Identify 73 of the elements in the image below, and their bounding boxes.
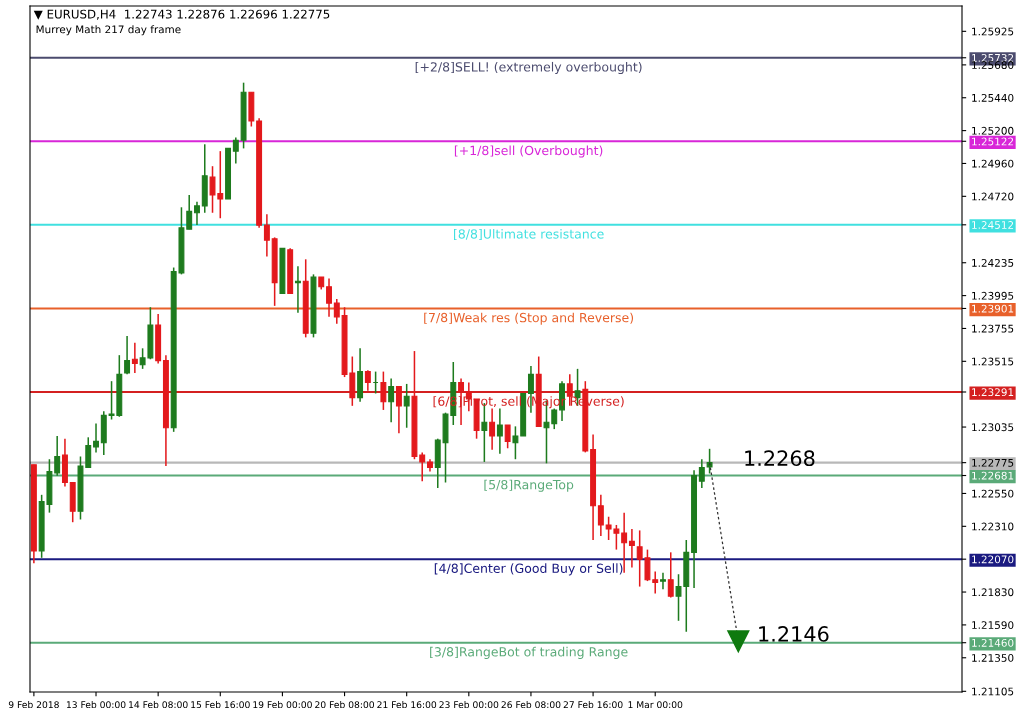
ref-line-label: [+2/8]SELL! (extremely overbought) — [415, 61, 642, 75]
y-tick-label: 1.22310 — [972, 522, 1014, 531]
candlestick — [131, 342, 138, 374]
candlestick — [597, 494, 604, 537]
x-tick-label: 13 Feb 00:00 — [66, 701, 126, 709]
y-tick-label: 1.24960 — [972, 159, 1014, 168]
y-tick-label: 1.25732 — [972, 53, 1014, 62]
y-tick-label: 1.25925 — [972, 27, 1014, 36]
y-tick-label: 1.21460 — [972, 638, 1014, 647]
y-tick-label: 1.25122 — [972, 137, 1014, 146]
candlestick — [403, 383, 410, 429]
chart-title: ▼ EURUSD,H4 1.22743 1.22876 1.22696 1.22775 — [33, 9, 330, 20]
y-tick-label: 1.24235 — [972, 258, 1014, 267]
x-tick-label: 9 Feb 2018 — [8, 701, 59, 709]
y-tick-label: 1.23755 — [972, 324, 1014, 333]
y-tick-label: 1.22775 — [972, 458, 1014, 467]
ref-line-label: [8/8]Ultimate resistance — [454, 228, 604, 241]
candlestick — [628, 528, 635, 569]
y-tick-label: 1.25680 — [972, 61, 1014, 69]
ref-line-label: [4/8]Center (Good Buy or Sell) — [434, 563, 623, 576]
annotation: 1.2268 — [745, 450, 815, 467]
candlestick — [93, 422, 99, 454]
candlestick — [294, 265, 301, 314]
y-tick-label: 1.25200 — [972, 126, 1014, 135]
candlestick — [388, 377, 395, 424]
y-tick-label: 1.23995 — [972, 291, 1014, 300]
candlestick — [706, 448, 713, 475]
y-tick-label: 1.24512 — [972, 221, 1014, 229]
y-tick-label: 1.25440 — [972, 93, 1014, 102]
y-tick-label: 1.21590 — [972, 621, 1014, 630]
candlestick — [660, 572, 666, 591]
candlestick — [380, 370, 387, 411]
candlestick — [667, 551, 674, 599]
candlestick — [698, 458, 705, 489]
y-tick-label: 1.22070 — [972, 555, 1014, 564]
y-tick-label: 1.21830 — [972, 588, 1014, 597]
candlestick — [621, 511, 628, 574]
candlestick — [124, 335, 131, 376]
candlestick — [395, 385, 402, 434]
x-tick-label: 27 Feb 16:00 — [563, 701, 623, 709]
y-tick-label: 1.23515 — [972, 357, 1014, 366]
text: Murrey Math 217 day frame — [36, 25, 181, 36]
candlestick — [54, 435, 61, 477]
x-tick-label: 19 Feb 00:00 — [253, 701, 312, 709]
candlestick — [496, 407, 503, 455]
x-tick-label: 1 Mar 00:00 — [628, 701, 683, 709]
y-tick-label: 1.24720 — [972, 192, 1014, 201]
y-tick-label: 1.23291 — [972, 388, 1014, 397]
x-tick-label: 26 Feb 08:00 — [501, 701, 561, 709]
y-tick-label: 1.23035 — [972, 423, 1014, 432]
candlestick — [489, 407, 496, 451]
x-tick-label: 20 Feb 08:00 — [315, 701, 375, 709]
x-tick-label: 21 Feb 16:00 — [377, 701, 437, 709]
candlestick — [364, 369, 371, 392]
candlestick — [512, 425, 519, 460]
ref-line-label: [3/8]RangeBot of trading Range — [430, 646, 628, 659]
y-tick-label: 1.22550 — [972, 489, 1014, 498]
candlestick — [326, 277, 332, 318]
y-tick-label: 1.21105 — [972, 687, 1014, 696]
candlestick — [263, 213, 270, 258]
y-tick-label: 1.22681 — [972, 471, 1014, 480]
y-tick-label: 1.23901 — [972, 304, 1014, 313]
ref-line-label: [7/8]Weak res (Stop and Reverse) — [424, 312, 634, 325]
x-tick-label: 15 Feb 16:00 — [191, 701, 250, 709]
candlestick — [194, 201, 200, 226]
ref-line-label: [+1/8]sell (Overbought) — [454, 145, 603, 158]
y-tick-label: 1.21350 — [972, 653, 1014, 662]
ref-line-label: [5/8]RangeTop — [484, 479, 574, 492]
candlestick — [504, 424, 511, 450]
candlestick — [232, 136, 239, 165]
x-tick-label: 23 Feb 00:00 — [439, 701, 499, 709]
annotation: 1.2146 — [759, 626, 829, 642]
x-tick-label: 14 Feb 08:00 — [129, 701, 188, 709]
